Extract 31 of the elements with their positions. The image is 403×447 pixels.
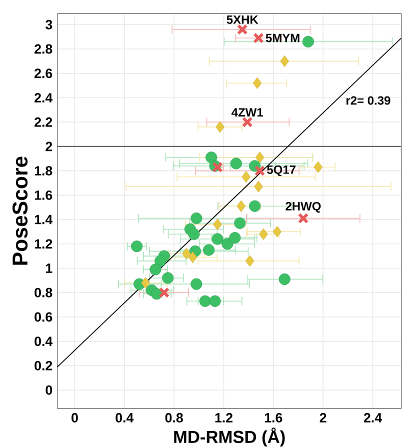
x-tick-label: 0.8 <box>165 413 183 422</box>
x-tick-label: 1.2 <box>215 413 232 422</box>
y-tick-label: 3 <box>46 20 52 30</box>
y-axis-title: PoseScore <box>12 156 28 265</box>
y-tick-label: 2 <box>46 142 52 152</box>
y-tick-label: 1 <box>46 264 52 273</box>
y-tick-label: 1.6 <box>34 190 52 200</box>
y-tick-label: 2.2 <box>34 117 52 127</box>
x-tick-label: 1.6 <box>264 413 282 422</box>
x-tick-label: 0 <box>72 413 78 422</box>
x-tick-label: 0.4 <box>116 413 134 422</box>
y-tick-label: 2.8 <box>34 44 52 54</box>
annotation: 5MYM <box>266 34 300 42</box>
x-axis-title: MD-RMSD (Å) <box>174 428 285 447</box>
y-tick-label: 0.6 <box>34 312 52 322</box>
annotation: 4ZW1 <box>232 108 263 116</box>
y-tick-label: 1.2 <box>34 239 52 249</box>
y-tick-label: 0.2 <box>34 360 52 370</box>
annotation: 5XHK <box>226 16 258 24</box>
y-tick-label: 0.8 <box>34 288 52 298</box>
x-tick-label: 2.4 <box>364 413 382 422</box>
y-tick-label: 2.4 <box>34 93 53 102</box>
y-tick-label: 2.6 <box>34 68 52 78</box>
y-tick-label: 0 <box>46 385 52 395</box>
y-tick-label: 0.4 <box>34 336 53 346</box>
y-tick-label: 1.8 <box>34 166 52 176</box>
x-tick-label: 2 <box>320 413 326 422</box>
y-tick-label: 1.4 <box>34 214 53 224</box>
annotation: r2= 0.39 <box>346 96 390 105</box>
annotation: 2HWQ <box>286 202 321 213</box>
annotation: 5Q17 <box>267 165 296 176</box>
